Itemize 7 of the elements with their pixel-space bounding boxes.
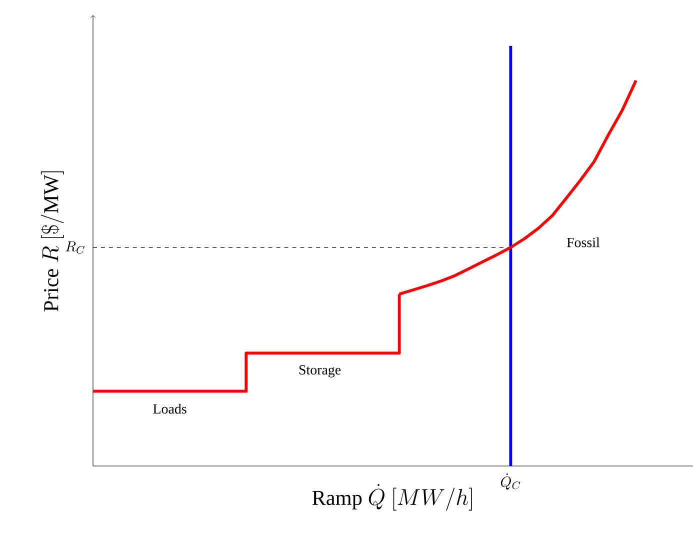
ref-line-label: $R_C$	[66, 241, 84, 254]
annotation: Storage	[299, 365, 341, 378]
annotation: Fossil	[566, 237, 600, 248]
x-axis-title: $\mathrm{Ramp}\ \dot{Q}\ [MW/h]$	[312, 484, 472, 511]
annotation: Loads	[153, 404, 186, 414]
y-axis-title: $\mathrm{Price}\ R\ [\$/\mathrm{MW}]$	[40, 171, 64, 312]
text: $\dot{Q}_C$	[500, 473, 520, 490]
